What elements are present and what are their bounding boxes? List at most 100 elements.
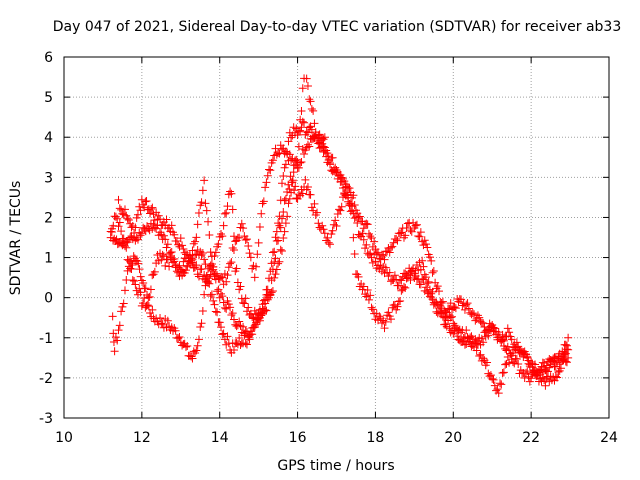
data-point	[370, 237, 379, 246]
data-point	[324, 238, 333, 247]
data-point	[245, 249, 254, 258]
data-point	[165, 262, 174, 271]
data-point	[107, 227, 116, 236]
data-point	[266, 166, 275, 175]
data-point	[364, 295, 373, 304]
axis-ticks	[63, 56, 610, 419]
x-tick-label: 10	[55, 430, 73, 446]
data-point	[379, 251, 388, 260]
data-point	[141, 284, 150, 293]
grid	[64, 57, 609, 418]
data-point	[279, 207, 288, 216]
data-point	[319, 225, 328, 234]
data-point	[183, 262, 192, 271]
data-point	[363, 220, 372, 229]
data-point	[363, 286, 372, 295]
data-point	[178, 241, 187, 250]
data-point	[345, 184, 354, 193]
data-point	[152, 224, 161, 233]
y-tick-label: 0	[44, 291, 53, 307]
y-tick-label: 4	[44, 130, 53, 146]
data-point	[305, 142, 314, 151]
data-point	[523, 352, 532, 361]
data-point	[285, 185, 294, 194]
data-point	[281, 219, 290, 228]
data-point	[198, 186, 207, 195]
data-point	[419, 262, 428, 271]
data-point	[229, 315, 238, 324]
data-point	[390, 271, 399, 280]
data-point	[375, 312, 384, 321]
data-point	[309, 206, 318, 215]
data-point	[241, 236, 250, 245]
data-point	[380, 324, 389, 333]
data-point	[359, 235, 368, 244]
data-point	[366, 291, 375, 300]
data-point	[115, 321, 124, 330]
data-point	[108, 312, 117, 321]
data-point	[239, 322, 248, 331]
data-point	[174, 240, 183, 249]
y-tick-label: 1	[44, 251, 53, 267]
data-point	[544, 367, 553, 376]
data-point	[301, 175, 310, 184]
data-point	[285, 194, 294, 203]
data-point	[123, 266, 132, 275]
data-point	[228, 205, 237, 214]
data-point	[470, 310, 479, 319]
data-point	[393, 236, 402, 245]
data-point	[145, 292, 154, 301]
data-point	[462, 326, 471, 335]
data-point	[458, 301, 467, 310]
data-point	[170, 254, 179, 263]
data-point	[497, 337, 506, 346]
y-tick-label: 6	[44, 50, 53, 66]
data-point	[294, 127, 303, 136]
data-point	[564, 353, 573, 362]
data-point	[222, 277, 231, 286]
data-point	[507, 335, 516, 344]
data-point	[268, 287, 277, 296]
data-point	[142, 197, 151, 206]
data-point	[492, 327, 501, 336]
data-point	[362, 240, 371, 249]
data-point	[228, 244, 237, 253]
data-point	[229, 346, 238, 355]
data-point	[191, 263, 200, 272]
data-point	[119, 299, 128, 308]
data-point	[447, 312, 456, 321]
data-point	[344, 197, 353, 206]
data-point	[436, 308, 445, 317]
data-point	[287, 188, 296, 197]
data-point	[341, 191, 350, 200]
data-point	[163, 240, 172, 249]
data-point	[298, 189, 307, 198]
data-point	[428, 268, 437, 277]
data-point	[327, 230, 336, 239]
data-point	[139, 279, 148, 288]
data-point	[194, 209, 203, 218]
data-point	[207, 267, 216, 276]
data-point	[438, 312, 447, 321]
data-point	[313, 208, 322, 217]
x-tick-label: 20	[444, 430, 462, 446]
data-point	[141, 197, 150, 206]
data-point	[498, 369, 507, 378]
data-point	[236, 282, 245, 291]
data-point	[278, 179, 286, 188]
data-point	[292, 155, 301, 164]
data-point	[222, 304, 231, 313]
data-point	[149, 220, 158, 229]
data-point	[501, 360, 510, 369]
data-point	[258, 199, 267, 208]
data-point	[198, 306, 207, 315]
data-point	[170, 230, 179, 239]
data-point	[315, 130, 324, 139]
data-point	[188, 246, 197, 255]
data-point	[211, 275, 220, 284]
data-point	[201, 260, 210, 269]
data-point	[416, 228, 425, 237]
data-point	[227, 311, 236, 320]
data-point	[366, 232, 375, 241]
data-point	[464, 304, 473, 313]
